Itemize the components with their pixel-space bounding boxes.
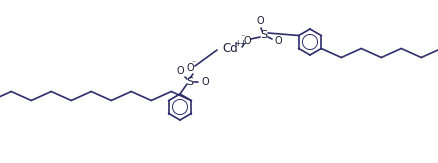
Text: Cd: Cd bbox=[222, 42, 238, 54]
Text: ⁻: ⁻ bbox=[241, 32, 245, 42]
Text: O: O bbox=[274, 36, 282, 46]
Text: S: S bbox=[261, 30, 268, 40]
Text: O: O bbox=[243, 36, 251, 46]
Text: O: O bbox=[256, 16, 264, 26]
Text: O: O bbox=[176, 66, 184, 76]
Text: O: O bbox=[186, 63, 194, 73]
Text: O: O bbox=[201, 77, 209, 87]
Text: ++: ++ bbox=[235, 39, 247, 49]
Text: S: S bbox=[187, 77, 194, 87]
Text: ⁻: ⁻ bbox=[192, 59, 196, 67]
